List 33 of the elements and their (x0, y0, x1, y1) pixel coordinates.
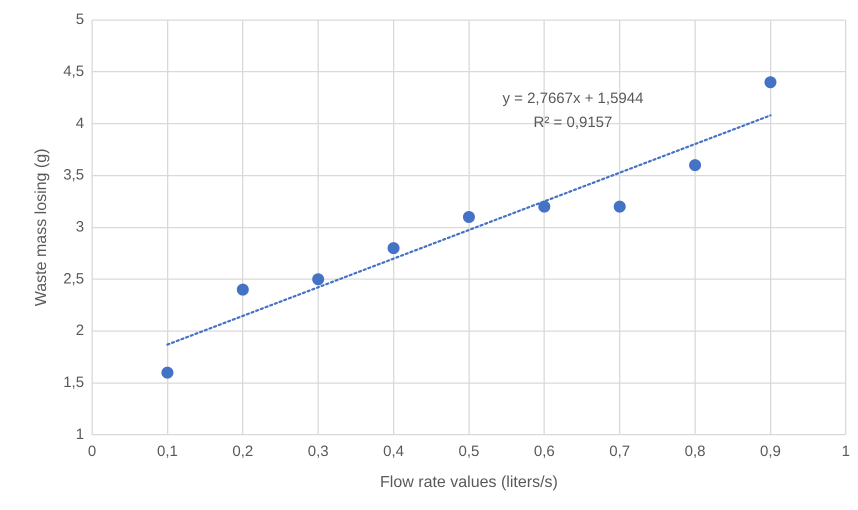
x-tick-label: 1 (842, 442, 850, 460)
annotation: y = 2,7667x + 1,5944 (502, 90, 644, 107)
point (312, 273, 324, 286)
y-tick-label: 4,5 (63, 62, 84, 80)
point (538, 200, 550, 213)
x-tick-label: 0,4 (383, 442, 404, 460)
point (236, 284, 249, 296)
x-tick-label: 0,5 (458, 442, 480, 460)
point (689, 159, 702, 172)
x-tick-label: 0,8 (684, 442, 706, 460)
point (462, 211, 475, 224)
y-tick-label: 1,5 (63, 374, 84, 392)
x-tick-label: 0,2 (232, 442, 254, 460)
x-axis-title: Flow rate values (liters/s) (380, 474, 558, 491)
y-tick-label: 2 (76, 322, 84, 340)
point (161, 366, 174, 379)
x-tick-label: 0,1 (157, 442, 178, 460)
point (388, 242, 400, 254)
y-tick-label: 4 (76, 114, 84, 132)
x-tick-label: 0,6 (534, 442, 555, 460)
annotation: R² = 0,9157 (534, 114, 612, 132)
y-tick-label: 3 (76, 218, 84, 236)
y-tick-label: 1 (76, 426, 84, 443)
y-tick-label: 2,5 (63, 270, 84, 288)
point (764, 76, 776, 88)
x-tick-label: 0,7 (609, 442, 630, 460)
x-tick-label: 0,9 (760, 442, 781, 460)
y-axis-title: Waste mass losing (g) (33, 148, 50, 306)
x-tick-label: 0 (88, 442, 96, 460)
x-tick-label: 0,3 (308, 442, 329, 460)
y-tick-label: 5 (76, 11, 84, 28)
point (614, 200, 626, 213)
y-tick-label: 3,5 (63, 166, 84, 184)
